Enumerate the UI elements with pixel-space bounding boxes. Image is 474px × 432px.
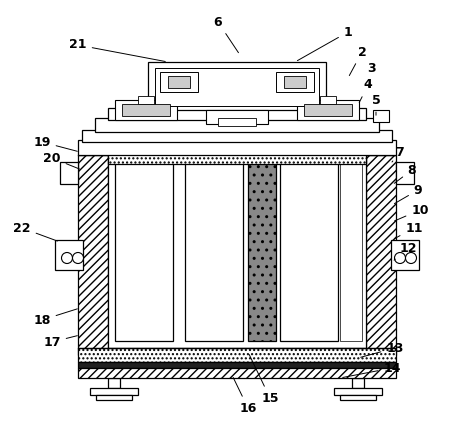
Bar	[108, 152, 366, 164]
Bar	[108, 155, 366, 348]
Bar	[78, 155, 108, 355]
Bar	[82, 130, 392, 142]
Bar	[55, 240, 83, 270]
Text: 2: 2	[349, 45, 366, 76]
Text: 14: 14	[343, 362, 401, 378]
Bar	[391, 240, 419, 270]
Bar	[206, 110, 268, 124]
Circle shape	[405, 252, 417, 264]
Circle shape	[73, 252, 83, 264]
Bar	[352, 378, 364, 388]
Bar	[366, 155, 396, 355]
Bar	[115, 163, 173, 341]
Text: 21: 21	[69, 38, 165, 61]
Bar	[122, 104, 170, 116]
Bar	[280, 163, 338, 341]
Bar	[168, 76, 190, 88]
Bar	[340, 395, 376, 400]
Bar	[304, 104, 352, 116]
Text: 12: 12	[394, 241, 417, 260]
Bar	[78, 140, 396, 155]
Bar	[96, 395, 132, 400]
Circle shape	[394, 252, 405, 264]
Bar	[138, 96, 154, 104]
Text: 10: 10	[394, 203, 429, 221]
Text: 19: 19	[33, 136, 77, 151]
Bar	[340, 163, 362, 341]
Bar	[95, 118, 379, 132]
Bar	[276, 72, 314, 92]
Bar	[78, 368, 396, 378]
Bar	[218, 118, 256, 126]
Text: 8: 8	[394, 163, 416, 183]
Text: 16: 16	[233, 378, 257, 414]
Text: 22: 22	[13, 222, 57, 241]
Bar	[78, 348, 396, 362]
Text: 3: 3	[368, 61, 376, 87]
Text: 20: 20	[43, 152, 80, 169]
Bar	[160, 72, 198, 92]
Text: 13: 13	[361, 342, 404, 357]
Bar	[90, 388, 138, 395]
Text: 1: 1	[297, 25, 352, 60]
Text: 18: 18	[33, 309, 77, 327]
Text: 5: 5	[372, 93, 380, 115]
Bar	[248, 163, 276, 341]
Bar	[396, 162, 414, 184]
Bar	[334, 388, 382, 395]
Circle shape	[62, 252, 73, 264]
Bar	[155, 68, 319, 106]
Bar	[320, 96, 336, 104]
Text: 17: 17	[43, 336, 77, 349]
Text: 9: 9	[394, 184, 422, 203]
Bar	[115, 100, 177, 120]
Bar	[148, 62, 326, 110]
Bar	[60, 162, 78, 184]
Bar	[297, 100, 359, 120]
Bar	[284, 76, 306, 88]
Text: 15: 15	[249, 355, 279, 404]
Bar	[78, 362, 396, 368]
Bar	[373, 110, 389, 122]
Bar	[108, 108, 366, 120]
Text: 11: 11	[394, 222, 423, 238]
Text: 6: 6	[214, 16, 238, 53]
Text: 7: 7	[392, 146, 404, 162]
Bar	[108, 378, 120, 388]
Bar	[185, 163, 243, 341]
Text: 4: 4	[359, 79, 373, 102]
